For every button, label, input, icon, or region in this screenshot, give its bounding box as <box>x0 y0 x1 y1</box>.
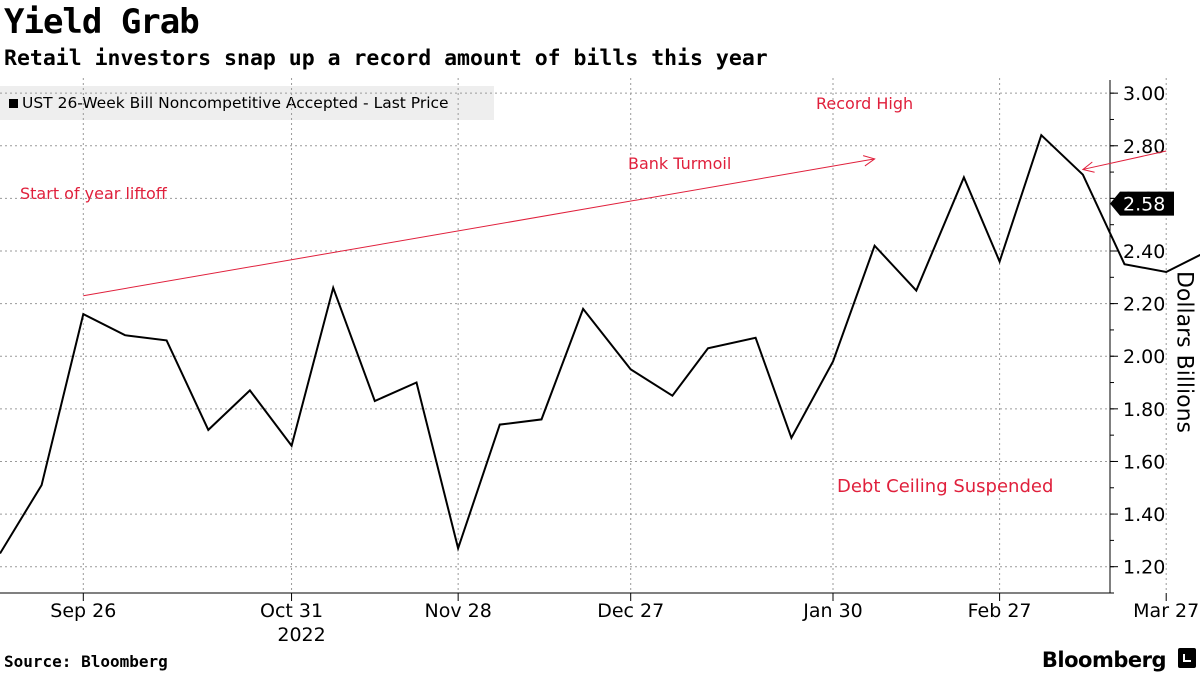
last-value-label: 2.58 <box>1123 194 1165 216</box>
last-value-badge <box>1110 191 1174 216</box>
x-tick-label: Feb 27 <box>968 600 1032 622</box>
x-tick-label: Sep 26 <box>50 600 116 622</box>
x-tick-label: Dec 27 <box>597 600 664 622</box>
bloomberg-logo: Bloomberg <box>1041 648 1167 672</box>
y-tick-label: 2.40 <box>1123 241 1165 263</box>
data-series <box>0 133 1200 555</box>
chart-title: Yield Grab <box>4 2 200 42</box>
source-note: Source: Bloomberg <box>4 652 168 671</box>
axes <box>0 80 1167 601</box>
gridlines <box>0 78 1167 593</box>
y-tick-label: 2.00 <box>1123 346 1165 368</box>
y-tick-label: 2.20 <box>1123 294 1165 316</box>
y-tick-label: 2.80 <box>1123 136 1165 158</box>
y-tick-label: 1.60 <box>1123 451 1165 473</box>
annotation-record-high: Record High <box>816 94 913 113</box>
y-tick-labels: 1.201.401.601.802.002.202.402.602.803.00 <box>1123 83 1165 579</box>
x-tick-label: Jan 30 <box>802 600 863 622</box>
legend: UST 26-Week Bill Noncompetitive Accepted… <box>0 86 494 120</box>
x-tick-label: Nov 28 <box>424 600 491 622</box>
last-value-marker: 2.58 <box>1110 191 1174 216</box>
x-tick-labels: Sep 26 Oct 31 Nov 28 Dec 27 Jan 30 Feb 27 Mar … <box>50 600 1199 646</box>
y-tick-label: 1.20 <box>1123 557 1165 579</box>
terminal-icon <box>1178 648 1196 668</box>
arrow-liftoff <box>83 158 875 297</box>
annotation-liftoff: Start of year liftoff <box>20 184 168 203</box>
legend-label: UST 26-Week Bill Noncompetitive Accepted… <box>22 94 449 112</box>
y-tick-label: 1.80 <box>1123 399 1165 421</box>
y-tick-label: 1.40 <box>1123 504 1165 526</box>
arrow-liftoff-head <box>862 155 876 167</box>
annotations: Start of year liftoff Bank Turmoil Record … <box>20 94 1167 497</box>
annotation-debt-ceiling: Debt Ceiling Suspended <box>837 476 1053 497</box>
annotation-bank-turmoil: Bank Turmoil <box>628 154 731 173</box>
x-year-label: 2022 <box>277 624 325 646</box>
legend-swatch <box>9 98 18 108</box>
y-tick-label: 3.00 <box>1123 83 1165 105</box>
arrow-bank-turmoil <box>1082 150 1167 170</box>
chart-subtitle: Retail investors snap up a record amount… <box>4 46 768 71</box>
x-tick-label: Mar 27 <box>1133 600 1199 622</box>
y-axis-label: Dollars Billions <box>1171 270 1197 434</box>
arrow-bank-turmoil-head <box>1081 161 1095 173</box>
series-line <box>0 133 1200 555</box>
x-tick-label: Oct 31 <box>260 600 323 622</box>
